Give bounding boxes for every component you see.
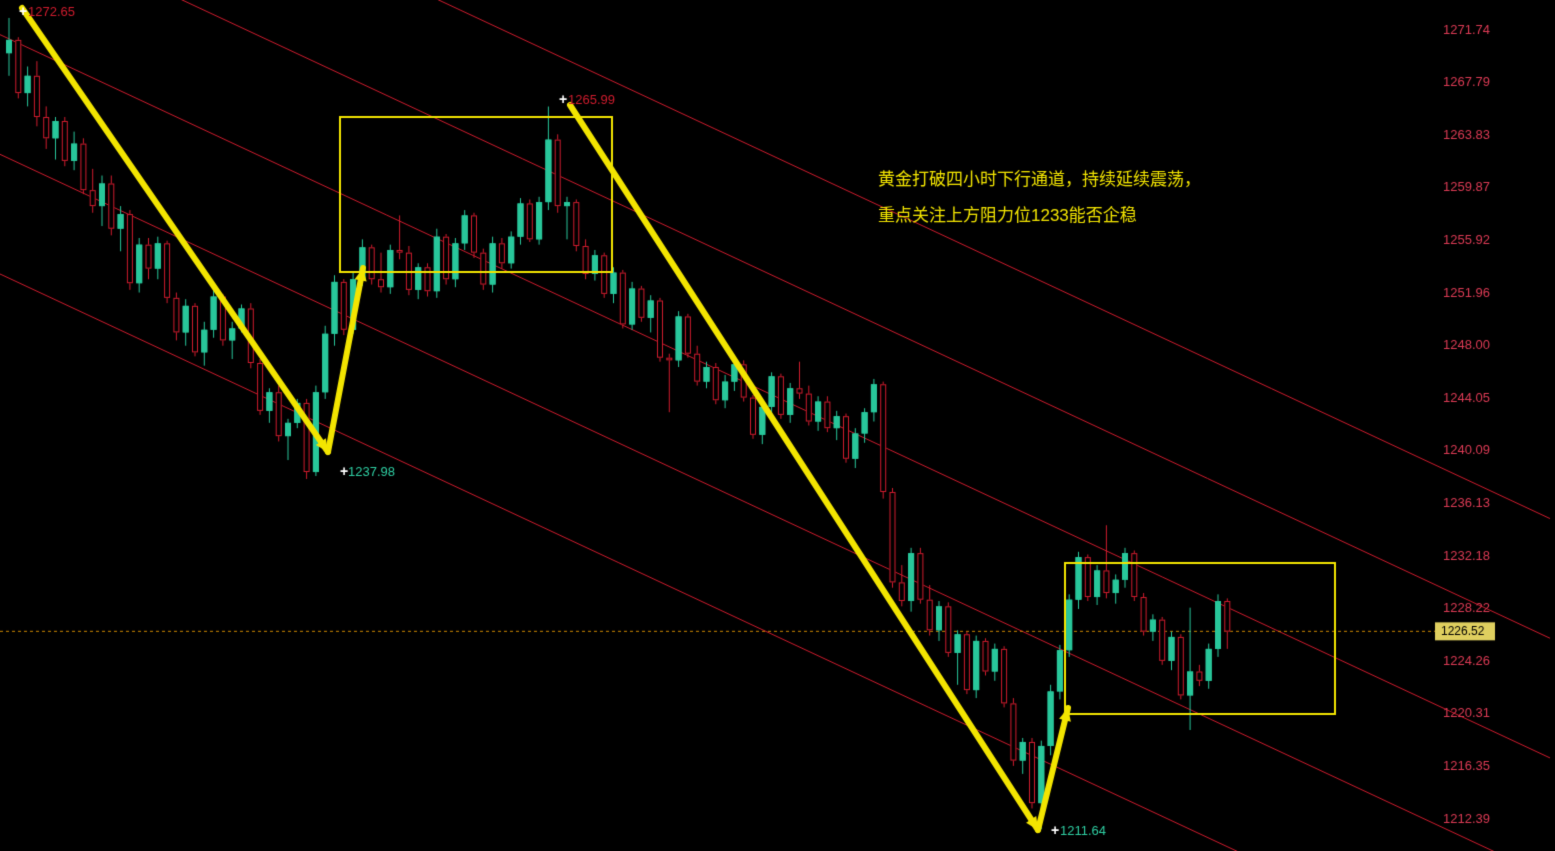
candlestick-chart — [0, 0, 1555, 851]
